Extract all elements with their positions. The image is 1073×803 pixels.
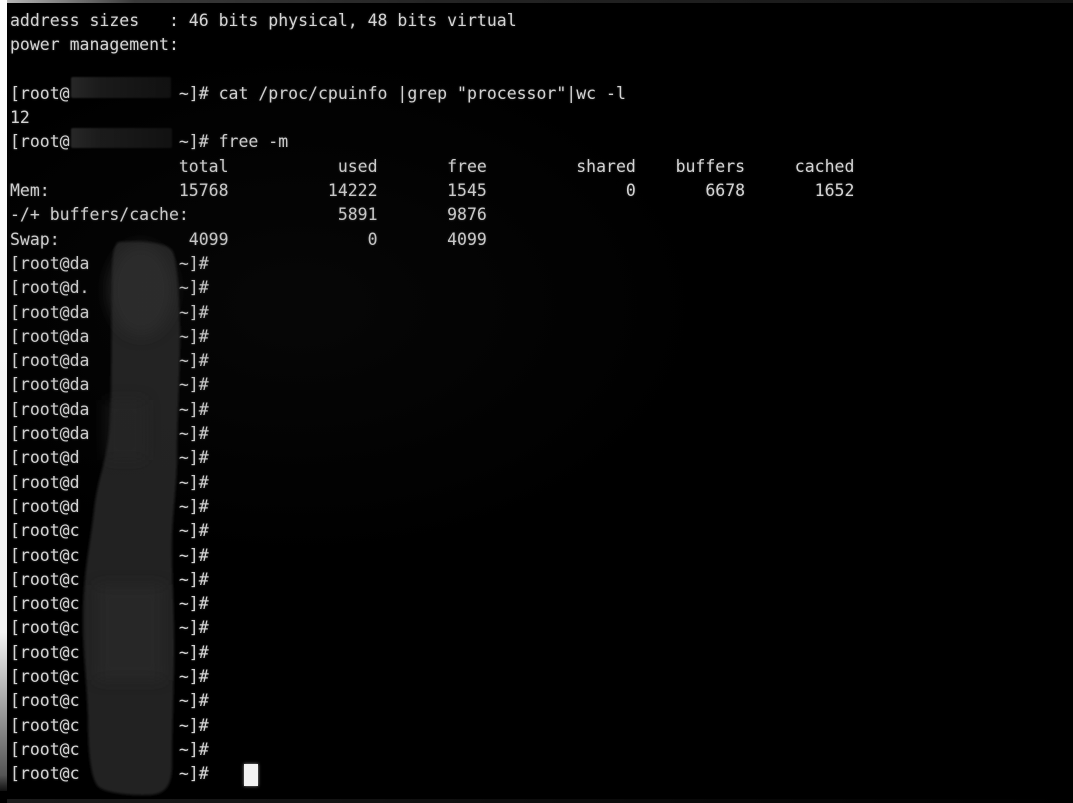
terminal-line: [root@da ~]# (10, 375, 219, 395)
terminal-line: [root@ ~]# free -m (10, 132, 289, 152)
terminal-line: [root@c ~]# (10, 715, 219, 735)
terminal-line: Mem: 15768 14222 1545 0 6678 1652 (10, 181, 855, 201)
terminal-line: [root@da ~]# (10, 351, 219, 371)
terminal-line: total used free shared buffers cached (10, 156, 855, 176)
terminal-line: [root@c ~]# (10, 545, 219, 565)
terminal-line: [root@c ~]# (10, 569, 219, 589)
redaction-box-hostname-1 (71, 77, 171, 98)
terminal-line: power management: (10, 35, 179, 55)
left-edge-strip (0, 0, 7, 791)
terminal-line: [root@da ~]# (10, 399, 219, 419)
terminal-line: [root@c ~]# (10, 642, 219, 662)
redaction-box-hostname-2 (71, 128, 172, 148)
terminal-line: [root@d. ~]# (10, 278, 219, 298)
terminal-line: [root@c ~]# (10, 594, 219, 614)
terminal-line: [root@c ~]# (10, 618, 219, 638)
terminal-line: [root@d ~]# (10, 496, 219, 516)
top-edge-strip (7, 0, 1073, 3)
terminal-line: Swap: 4099 0 4099 (10, 229, 487, 249)
terminal-line: [root@c ~]# (10, 521, 219, 541)
terminal-line: [root@c ~]# (10, 691, 219, 711)
bottom-edge-strip (7, 799, 1073, 803)
terminal-line: 12 (10, 108, 30, 128)
terminal-cursor[interactable] (244, 764, 258, 786)
terminal-line: address sizes : 46 bits physical, 48 bit… (10, 11, 517, 30)
terminal-line: [root@d ~]# (10, 472, 219, 492)
terminal-line: [root@da ~]# (10, 253, 219, 273)
terminal-line: [root@c ~]# (10, 739, 219, 759)
terminal-line: [root@da ~]# (10, 424, 219, 444)
terminal-line: [root@c ` , ~]# (10, 764, 209, 784)
terminal-line: -/+ buffers/cache: 5891 9876 (10, 205, 487, 225)
terminal-line: [root@d ~]# (10, 448, 219, 468)
terminal-line: [root@c ~]# (10, 667, 219, 687)
terminal-output: address sizes : 46 bits physical, 48 bit… (10, 9, 1073, 787)
terminal-line: [root@ ~]# cat /proc/cpuinfo |grep "proc… (10, 83, 626, 103)
terminal-line: [root@da ~]# (10, 326, 219, 346)
terminal-line: [root@da ~]# (10, 302, 219, 322)
